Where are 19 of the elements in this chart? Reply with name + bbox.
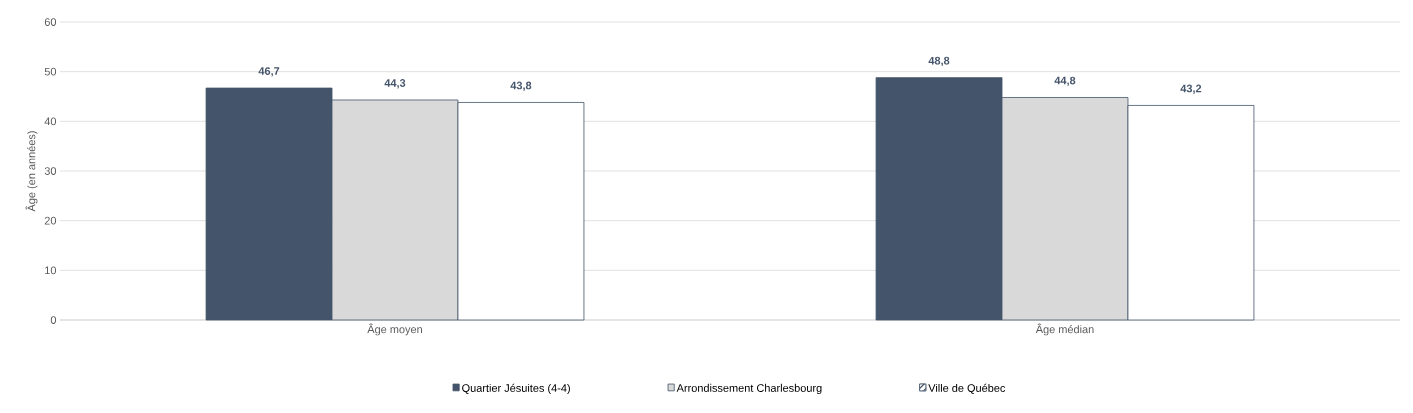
y-axis-title: Âge (en années) <box>25 131 38 212</box>
data-label: 48,8 <box>928 56 950 67</box>
x-tick-label: Âge médian <box>1035 323 1094 336</box>
y-tick-label: 60 <box>44 18 57 26</box>
legend-label: Quartier Jésuites (4-4) <box>462 383 570 395</box>
y-tick-label: 10 <box>45 266 57 275</box>
y-tick-label: 30 <box>44 167 57 175</box>
data-label: 44,8 <box>1054 76 1076 86</box>
data-label: 43,8 <box>510 81 532 91</box>
data-label: 43,2 <box>1180 84 1202 94</box>
y-tick-label: 40 <box>44 117 57 126</box>
data-label: 46,7 <box>258 67 280 77</box>
legend-label: Arrondissement Charlesbourg <box>676 383 822 395</box>
x-tick-label: Âge moyen <box>367 323 422 336</box>
legend-label: Ville de Québec <box>928 383 1006 394</box>
y-tick-label: 50 <box>44 67 57 76</box>
data-label: 44,3 <box>384 79 406 89</box>
y-tick-label: 20 <box>44 216 57 225</box>
y-tick-label: 0 <box>50 316 57 324</box>
